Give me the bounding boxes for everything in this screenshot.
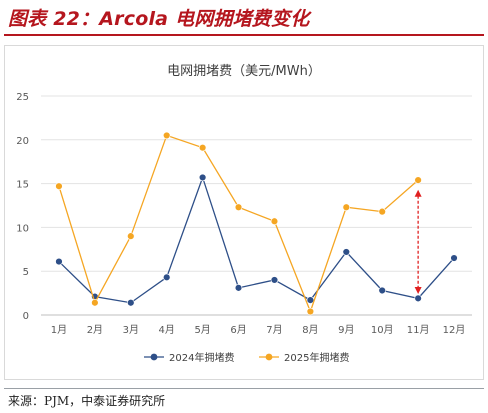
y-tick-label: 25 — [16, 92, 29, 103]
data-point-series-1 — [450, 254, 458, 262]
data-point-series-1 — [55, 257, 63, 266]
data-point-series-1 — [414, 294, 422, 303]
legend-marker-1 — [150, 353, 158, 361]
legend-label-2: 2025年拥堵费 — [284, 351, 349, 364]
x-tick-label: 5月 — [194, 324, 210, 336]
x-axis-ticks: 1月 2月 3月 4月 5月 6月 7月 8月 9月 10月 11月 12月 — [51, 324, 466, 336]
annotation-layer — [414, 189, 422, 294]
x-tick-label: 11月 — [407, 324, 430, 336]
data-point-series-2 — [414, 176, 422, 184]
chart-frame — [4, 45, 484, 380]
x-tick-label: 6月 — [230, 324, 246, 336]
data-point-series-2 — [378, 207, 386, 216]
x-tick-label: 3月 — [123, 324, 139, 336]
chart-title: 电网拥堵费（美元/MWh） — [167, 64, 321, 79]
data-point-series-2 — [198, 143, 207, 152]
chart-svg: 电网拥堵费（美元/MWh） 0 5 10 15 20 25 1月 2月 3月 4月 5月 6月 7月 8… — [4, 45, 484, 380]
legend: 2024年拥堵费 2025年拥堵费 — [144, 351, 349, 364]
legend-marker-2 — [265, 353, 273, 361]
data-point-series-2 — [306, 307, 315, 316]
annotation-arrow-head-down — [414, 286, 422, 294]
chart: 电网拥堵费（美元/MWh） 0 5 10 15 20 25 1月 2月 3月 4月 5月 6月 7月 8… — [4, 45, 484, 380]
x-tick-label: 4月 — [159, 324, 175, 336]
x-tick-label: 8月 — [302, 324, 318, 336]
data-point-series-2 — [91, 299, 99, 307]
y-tick-label: 15 — [16, 180, 29, 191]
x-tick-label: 12月 — [443, 324, 466, 336]
data-point-series-1 — [163, 273, 171, 282]
data-point-series-1 — [306, 296, 315, 304]
x-tick-label: 7月 — [266, 324, 282, 336]
data-point-series-2 — [55, 182, 63, 190]
data-point-series-1 — [198, 173, 207, 182]
gridlines — [41, 95, 472, 316]
data-point-series-2 — [163, 131, 171, 140]
legend-label-1: 2024年拥堵费 — [169, 351, 234, 364]
data-point-series-2 — [127, 232, 135, 240]
data-point-series-2 — [270, 217, 279, 225]
y-tick-label: 5 — [23, 267, 29, 278]
data-point-series-2 — [342, 203, 350, 211]
y-tick-label: 0 — [23, 311, 29, 322]
title-rule — [4, 34, 484, 36]
x-tick-label: 1月 — [51, 324, 67, 336]
y-tick-label: 20 — [16, 136, 29, 147]
series-line-1 — [58, 175, 455, 304]
data-point-series-1 — [378, 286, 386, 295]
x-tick-label: 2月 — [87, 324, 103, 336]
data-point-series-1 — [127, 299, 135, 307]
data-point-series-1 — [342, 248, 350, 256]
annotation-arrow-head-up — [414, 189, 422, 197]
x-tick-label: 10月 — [371, 324, 394, 336]
figure-title: 图表 22：Arcola 电网拥堵费变化 — [8, 8, 310, 30]
source-note: 来源：PJM，中泰证券研究所 — [8, 394, 166, 408]
y-axis-ticks: 0 5 10 15 20 25 — [16, 92, 29, 322]
x-tick-label: 9月 — [338, 324, 354, 336]
data-point-series-1 — [270, 276, 279, 284]
source-rule — [4, 388, 484, 389]
series-layer — [55, 131, 458, 316]
data-point-series-1 — [234, 284, 243, 292]
data-point-series-2 — [234, 203, 243, 211]
y-tick-label: 10 — [16, 223, 29, 234]
